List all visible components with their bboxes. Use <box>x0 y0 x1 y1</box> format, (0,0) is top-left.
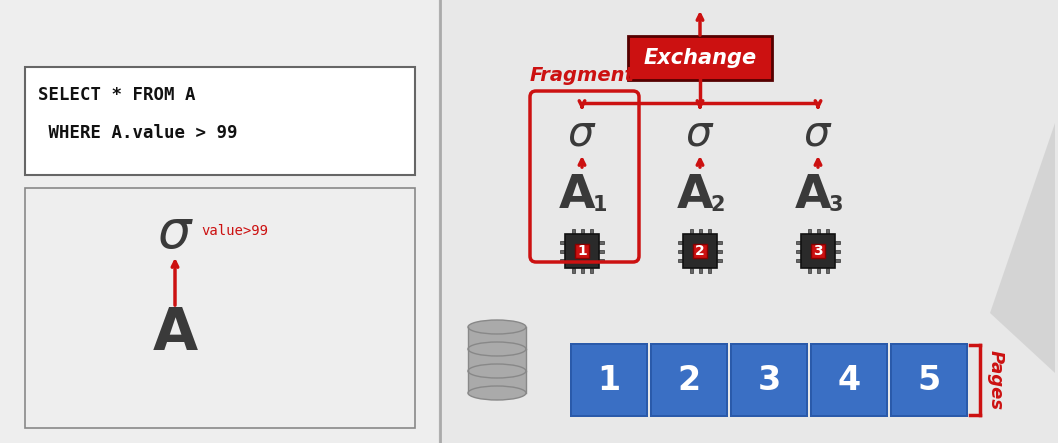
FancyBboxPatch shape <box>690 268 693 273</box>
FancyBboxPatch shape <box>572 345 646 415</box>
Text: 2: 2 <box>695 244 705 258</box>
Text: SELECT * FROM A: SELECT * FROM A <box>38 86 196 104</box>
Text: $\sigma$: $\sigma$ <box>567 112 597 154</box>
Bar <box>468 349 526 371</box>
FancyBboxPatch shape <box>560 249 565 253</box>
Text: 5: 5 <box>917 364 941 396</box>
FancyBboxPatch shape <box>571 229 574 234</box>
Text: Pages: Pages <box>987 350 1005 410</box>
FancyBboxPatch shape <box>581 229 584 234</box>
Bar <box>468 327 526 349</box>
Ellipse shape <box>468 386 526 400</box>
FancyBboxPatch shape <box>825 229 828 234</box>
Text: $\sigma$: $\sigma$ <box>686 112 715 154</box>
FancyBboxPatch shape <box>835 249 840 253</box>
Bar <box>468 371 526 393</box>
FancyBboxPatch shape <box>796 249 801 253</box>
FancyBboxPatch shape <box>628 36 772 80</box>
FancyBboxPatch shape <box>825 268 828 273</box>
FancyBboxPatch shape <box>683 234 717 268</box>
FancyBboxPatch shape <box>807 268 810 273</box>
Polygon shape <box>990 123 1055 373</box>
FancyBboxPatch shape <box>650 343 728 417</box>
FancyBboxPatch shape <box>599 241 604 244</box>
Text: $\sigma$: $\sigma$ <box>803 112 833 154</box>
FancyBboxPatch shape <box>570 343 647 417</box>
Text: $\mathbf{A}$: $\mathbf{A}$ <box>151 304 199 361</box>
FancyBboxPatch shape <box>690 229 693 234</box>
FancyBboxPatch shape <box>599 249 604 253</box>
FancyBboxPatch shape <box>730 343 808 417</box>
Text: $\mathbf{A}$: $\mathbf{A}$ <box>794 172 833 218</box>
FancyBboxPatch shape <box>25 188 415 428</box>
Ellipse shape <box>468 320 526 334</box>
FancyBboxPatch shape <box>698 268 701 273</box>
Ellipse shape <box>468 342 526 356</box>
Ellipse shape <box>468 364 526 378</box>
FancyBboxPatch shape <box>560 259 565 261</box>
Text: value>99: value>99 <box>201 224 268 238</box>
FancyBboxPatch shape <box>796 259 801 261</box>
FancyBboxPatch shape <box>25 67 415 175</box>
Text: Exchange: Exchange <box>643 48 756 68</box>
Text: $\mathbf{A}$: $\mathbf{A}$ <box>558 172 596 218</box>
FancyBboxPatch shape <box>571 268 574 273</box>
FancyBboxPatch shape <box>717 241 722 244</box>
Text: 3: 3 <box>814 244 823 258</box>
FancyBboxPatch shape <box>890 343 968 417</box>
Text: 1: 1 <box>592 195 607 215</box>
FancyBboxPatch shape <box>0 0 438 443</box>
FancyBboxPatch shape <box>698 229 701 234</box>
FancyBboxPatch shape <box>811 345 886 415</box>
FancyBboxPatch shape <box>440 0 1058 443</box>
FancyBboxPatch shape <box>801 234 835 268</box>
FancyBboxPatch shape <box>717 259 722 261</box>
FancyBboxPatch shape <box>732 345 806 415</box>
Text: 1: 1 <box>577 244 587 258</box>
FancyBboxPatch shape <box>811 244 825 258</box>
Text: 4: 4 <box>838 364 860 396</box>
FancyBboxPatch shape <box>717 249 722 253</box>
FancyBboxPatch shape <box>599 259 604 261</box>
Text: Fragment: Fragment <box>530 66 635 85</box>
FancyBboxPatch shape <box>817 229 820 234</box>
FancyBboxPatch shape <box>565 234 599 268</box>
FancyBboxPatch shape <box>796 241 801 244</box>
FancyBboxPatch shape <box>678 241 683 244</box>
Text: $\sigma$: $\sigma$ <box>157 207 194 259</box>
FancyBboxPatch shape <box>708 229 711 234</box>
FancyBboxPatch shape <box>835 259 840 261</box>
FancyBboxPatch shape <box>810 343 888 417</box>
Text: 3: 3 <box>828 195 843 215</box>
FancyBboxPatch shape <box>892 345 966 415</box>
FancyBboxPatch shape <box>678 249 683 253</box>
Text: WHERE A.value > 99: WHERE A.value > 99 <box>38 124 237 142</box>
Text: $\mathbf{A}$: $\mathbf{A}$ <box>676 172 714 218</box>
FancyBboxPatch shape <box>574 244 589 258</box>
FancyBboxPatch shape <box>678 259 683 261</box>
FancyBboxPatch shape <box>835 241 840 244</box>
Text: 3: 3 <box>758 364 781 396</box>
FancyBboxPatch shape <box>560 241 565 244</box>
FancyBboxPatch shape <box>581 268 584 273</box>
Text: 1: 1 <box>598 364 621 396</box>
Text: 2: 2 <box>677 364 700 396</box>
FancyBboxPatch shape <box>693 244 707 258</box>
FancyBboxPatch shape <box>589 268 592 273</box>
FancyBboxPatch shape <box>817 268 820 273</box>
FancyBboxPatch shape <box>589 229 592 234</box>
Text: 2: 2 <box>711 195 725 215</box>
FancyBboxPatch shape <box>708 268 711 273</box>
FancyBboxPatch shape <box>807 229 810 234</box>
FancyBboxPatch shape <box>652 345 726 415</box>
